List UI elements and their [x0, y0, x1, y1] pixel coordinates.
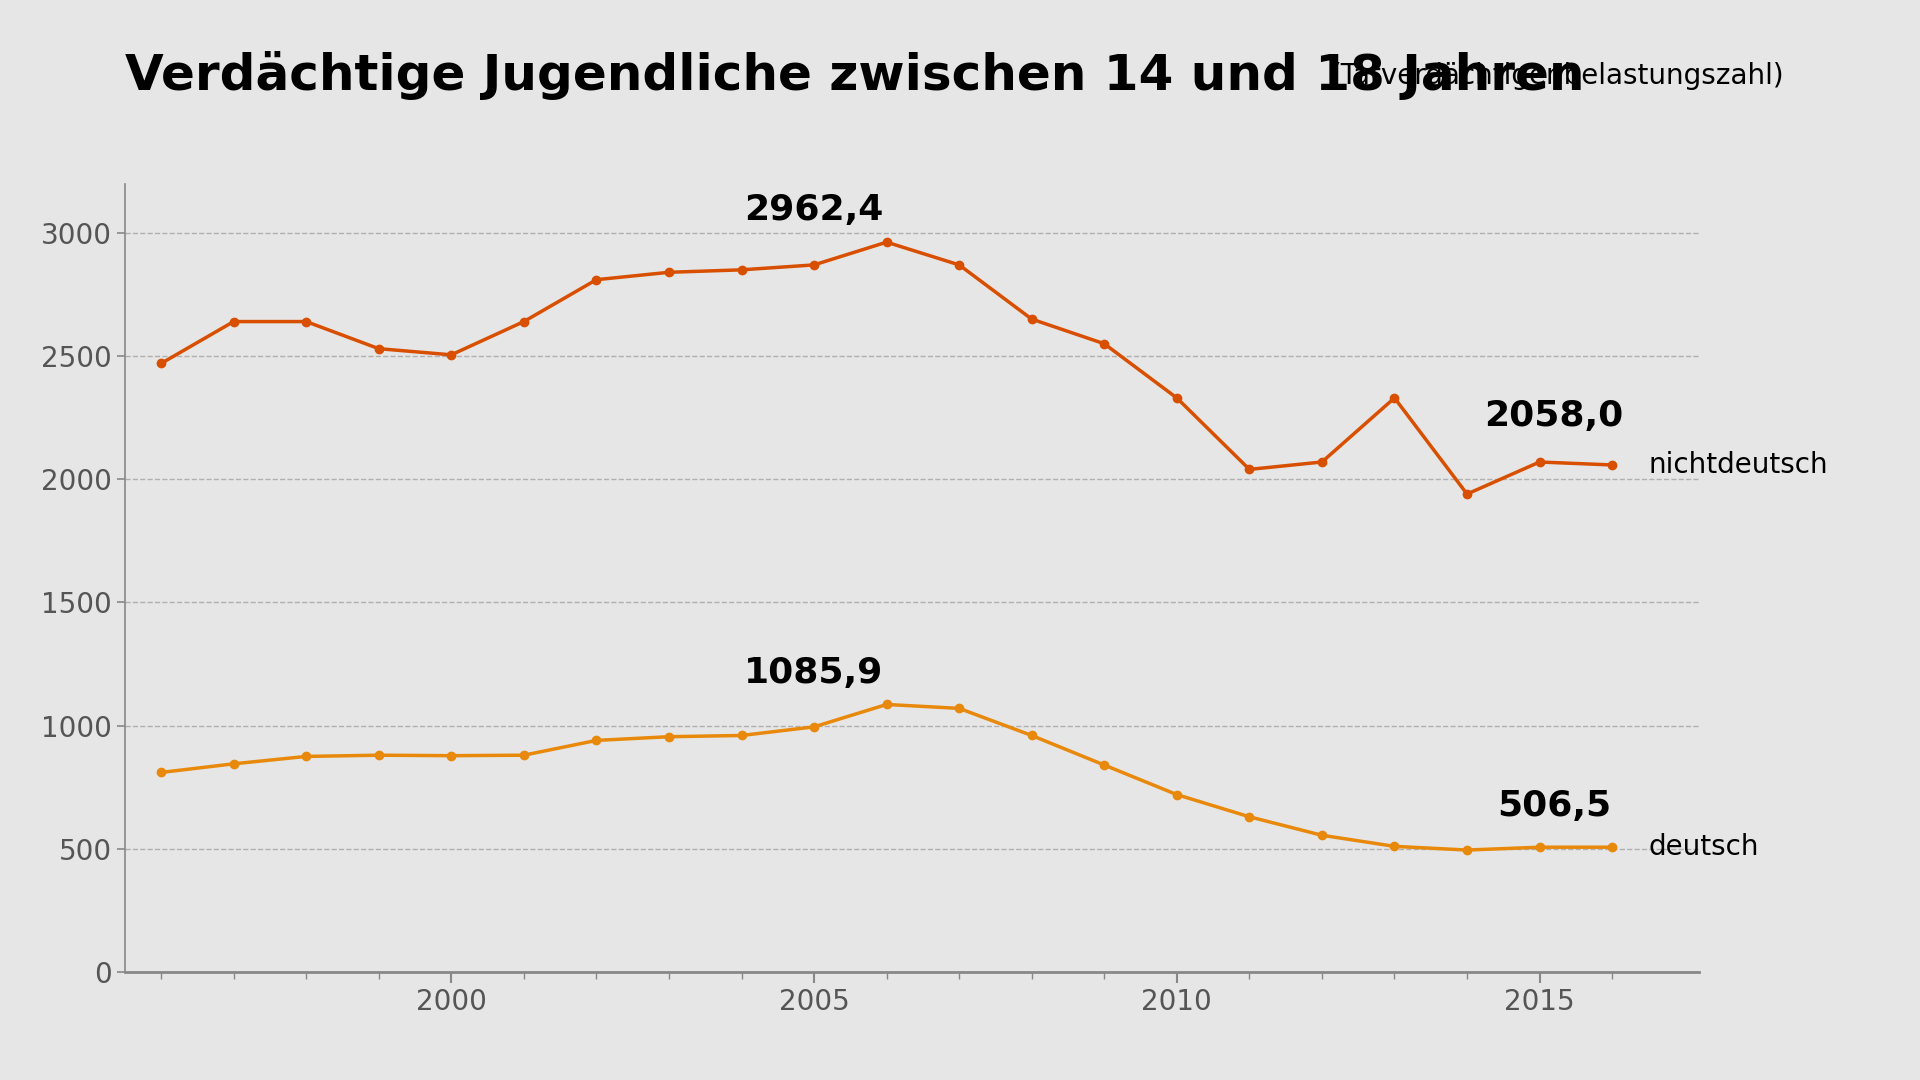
Text: 2058,0: 2058,0	[1484, 399, 1624, 433]
Text: 2962,4: 2962,4	[745, 193, 883, 228]
Text: Verdächtige Jugendliche zwischen 14 und 18 Jahren: Verdächtige Jugendliche zwischen 14 und …	[125, 51, 1584, 100]
Text: nichtdeutsch: nichtdeutsch	[1649, 451, 1828, 478]
Text: (Tatverdächtigenbelastungszahl): (Tatverdächtigenbelastungszahl)	[1331, 62, 1784, 90]
Text: 506,5: 506,5	[1498, 788, 1611, 823]
Text: deutsch: deutsch	[1649, 833, 1759, 861]
Text: 1085,9: 1085,9	[745, 656, 883, 690]
